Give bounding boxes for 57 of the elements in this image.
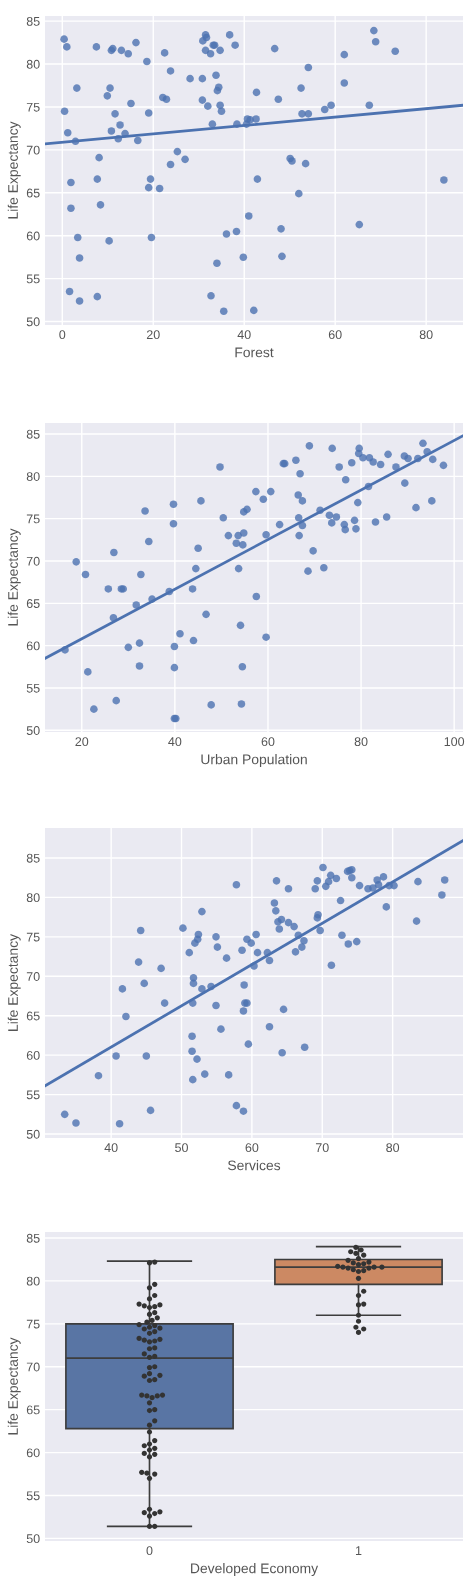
y-tick-label: 65 [26,1405,40,1415]
y-tick-label: 85 [26,1233,40,1243]
y-tick-label: 70 [26,145,40,155]
y-tick-label: 70 [26,972,40,981]
x-tick-label: 70 [315,1143,329,1153]
x-axis-title: Developed Economy [191,1563,319,1577]
y-tick-label: 50 [26,1129,40,1139]
y-tick-label: 60 [26,1448,40,1458]
y-tick-label: 50 [26,1534,40,1544]
y-tick-label: 75 [26,514,40,524]
y-tick-label: 65 [26,188,40,198]
x-tick-label: 100 [444,737,465,747]
y-tick-label: 55 [26,274,40,284]
y-tick-label: 70 [26,1362,40,1372]
y-tick-label: 65 [26,599,40,608]
y-tick-label: 85 [26,16,40,26]
x-tick-label: 0 [146,1546,153,1556]
x-tick-label: 20 [75,737,89,747]
y-tick-label: 55 [26,1491,40,1501]
x-axis-title: Forest [235,347,274,358]
y-tick-label: 80 [26,893,40,903]
y-axis-title: Life Expectancy [7,934,21,1031]
x-tick-label: 20 [146,330,160,340]
x-tick-label: 40 [104,1143,118,1153]
y-tick-label: 80 [26,472,40,481]
y-axis-title: Life Expectancy [7,121,21,219]
x-tick-label: 40 [168,737,182,747]
x-tick-label: 40 [237,330,251,340]
x-tick-label: 80 [419,330,433,340]
x-axis-title: Urban Population [201,754,307,768]
x-tick-label: 60 [328,330,342,340]
x-tick-label: 80 [386,1143,400,1153]
y-axis-title: Life Expectancy [7,1337,21,1435]
y-tick-label: 60 [26,641,40,651]
y-tick-label: 75 [26,932,40,942]
y-tick-label: 70 [26,556,40,566]
y-tick-label: 75 [26,102,40,112]
y-tick-label: 85 [26,429,40,439]
y-tick-label: 80 [26,59,40,69]
y-tick-label: 50 [26,317,40,327]
y-tick-label: 60 [26,231,40,241]
x-tick-label: 1 [355,1546,362,1555]
y-tick-label: 50 [26,726,40,735]
x-tick-label: 60 [261,737,275,747]
x-tick-label: 50 [175,1143,188,1153]
x-tick-label: 60 [245,1143,259,1153]
y-tick-label: 65 [26,1011,40,1021]
y-tick-label: 55 [26,683,40,693]
x-tick-label: 80 [354,737,368,747]
y-tick-label: 85 [26,853,40,863]
x-axis-title: Services [228,1160,281,1171]
y-axis-title: Life Expectancy [7,528,21,626]
y-tick-label: 75 [26,1319,40,1329]
x-tick-label: 0 [59,330,66,340]
y-tick-label: 55 [26,1090,40,1100]
y-tick-label: 60 [26,1050,40,1060]
y-tick-label: 80 [26,1276,40,1286]
